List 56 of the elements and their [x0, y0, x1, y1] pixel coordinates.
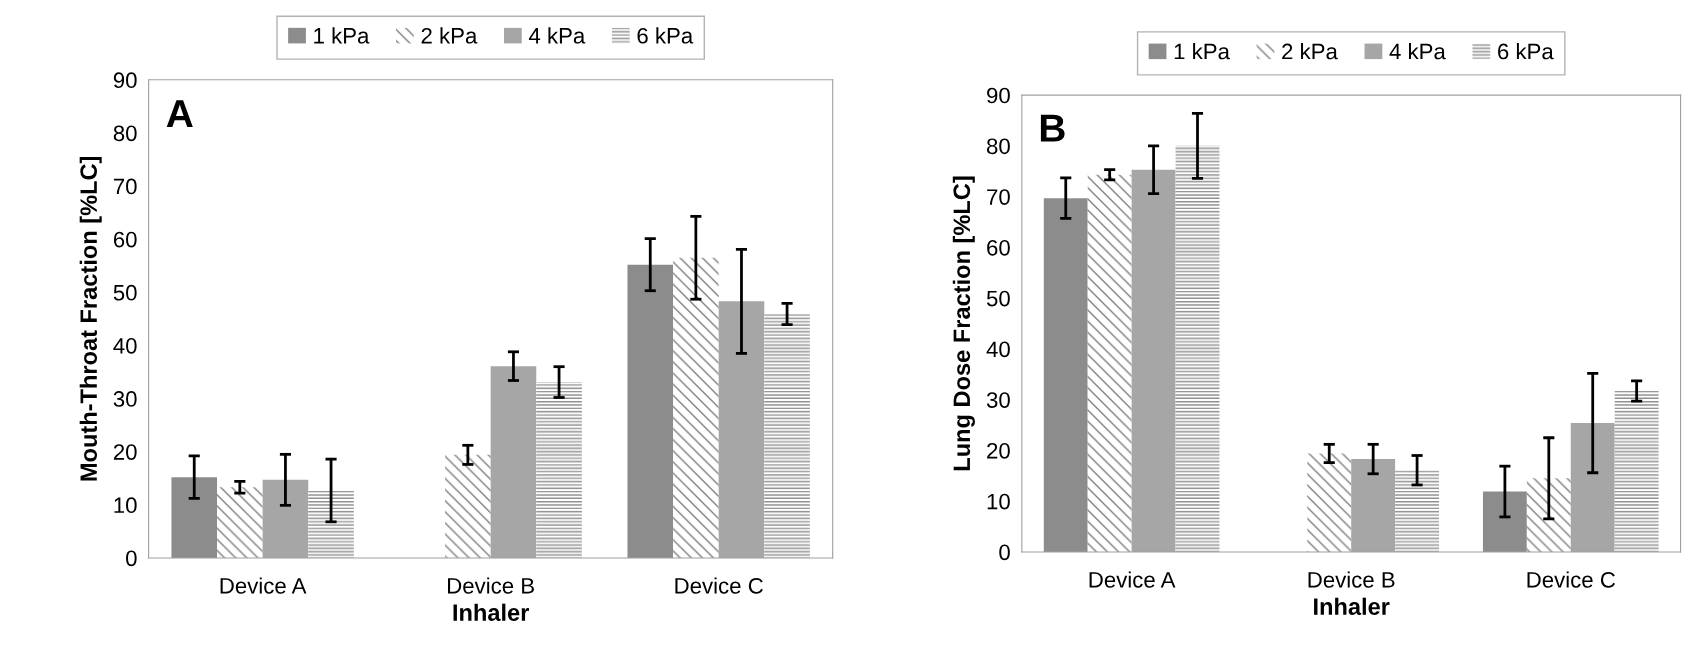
x-axis-title: Inhaler	[1314, 597, 1390, 616]
y-tick-label: 50	[113, 284, 137, 301]
x-tick-label: Device B	[448, 577, 534, 594]
x-tick-label: Device C	[675, 577, 763, 594]
y-tick-label: 20	[987, 442, 1010, 459]
y-tick-label: 10	[114, 497, 137, 514]
bar	[1175, 145, 1220, 552]
y-tick-label: 40	[986, 341, 1010, 358]
y-tick-label: 80	[986, 138, 1010, 155]
y-tick-label: 80	[113, 125, 137, 142]
bar	[673, 257, 719, 558]
y-tick-label: 90	[113, 72, 137, 89]
y-tick-label: 20	[113, 444, 137, 460]
bar	[1614, 391, 1659, 552]
x-tick-label: Device A	[1089, 571, 1176, 588]
annotation: A	[166, 100, 193, 128]
legend-label: 6 kPa	[637, 27, 694, 44]
legend-label: 1 kPa	[314, 27, 370, 44]
y-tick-label: 0	[999, 544, 1010, 561]
bar	[1395, 470, 1440, 552]
y-tick-label: 30	[986, 392, 1010, 408]
x-tick-label: Device B	[1308, 571, 1395, 588]
bar	[1307, 453, 1352, 552]
bar	[1482, 491, 1527, 552]
bar	[445, 454, 491, 558]
bar	[536, 382, 582, 558]
y-tick-label: 50	[986, 290, 1010, 307]
legend-label: 1 kPa	[1174, 43, 1230, 60]
legend-label: 2 kPa	[421, 27, 478, 44]
y-tick-label: 60	[987, 239, 1010, 256]
x-tick-label: Device A	[220, 577, 307, 594]
bar	[308, 490, 354, 558]
y-tick-label: 70	[987, 189, 1010, 205]
y-tick-label: 0	[126, 550, 137, 567]
y-tick-label: 40	[113, 337, 137, 354]
x-axis-title: Inhaler	[453, 603, 530, 621]
legend-label: 2 kPa	[1282, 43, 1338, 60]
y-tick-label: 30	[113, 391, 137, 407]
y-axis-title: Mouth-Throat Fraction [%LC]	[79, 156, 102, 481]
legend-label: 4 kPa	[1389, 43, 1446, 60]
bar	[627, 264, 674, 558]
bar	[764, 314, 810, 558]
y-tick-label: 70	[113, 178, 137, 195]
legend-label: 4 kPa	[528, 27, 586, 44]
annotation: B	[1040, 114, 1065, 142]
y-tick-label: 90	[987, 87, 1010, 104]
bar	[217, 487, 263, 558]
x-tick-label: Device C	[1527, 571, 1615, 588]
y-tick-label: 10	[987, 493, 1010, 510]
bar	[1087, 174, 1132, 552]
bar	[1043, 198, 1088, 552]
legend-label: 6 kPa	[1498, 43, 1554, 60]
y-tick-label: 60	[113, 231, 137, 248]
y-axis-title: Lung Dose Fraction [%LC]	[952, 176, 975, 471]
bar	[1526, 478, 1571, 552]
bar	[171, 477, 218, 558]
